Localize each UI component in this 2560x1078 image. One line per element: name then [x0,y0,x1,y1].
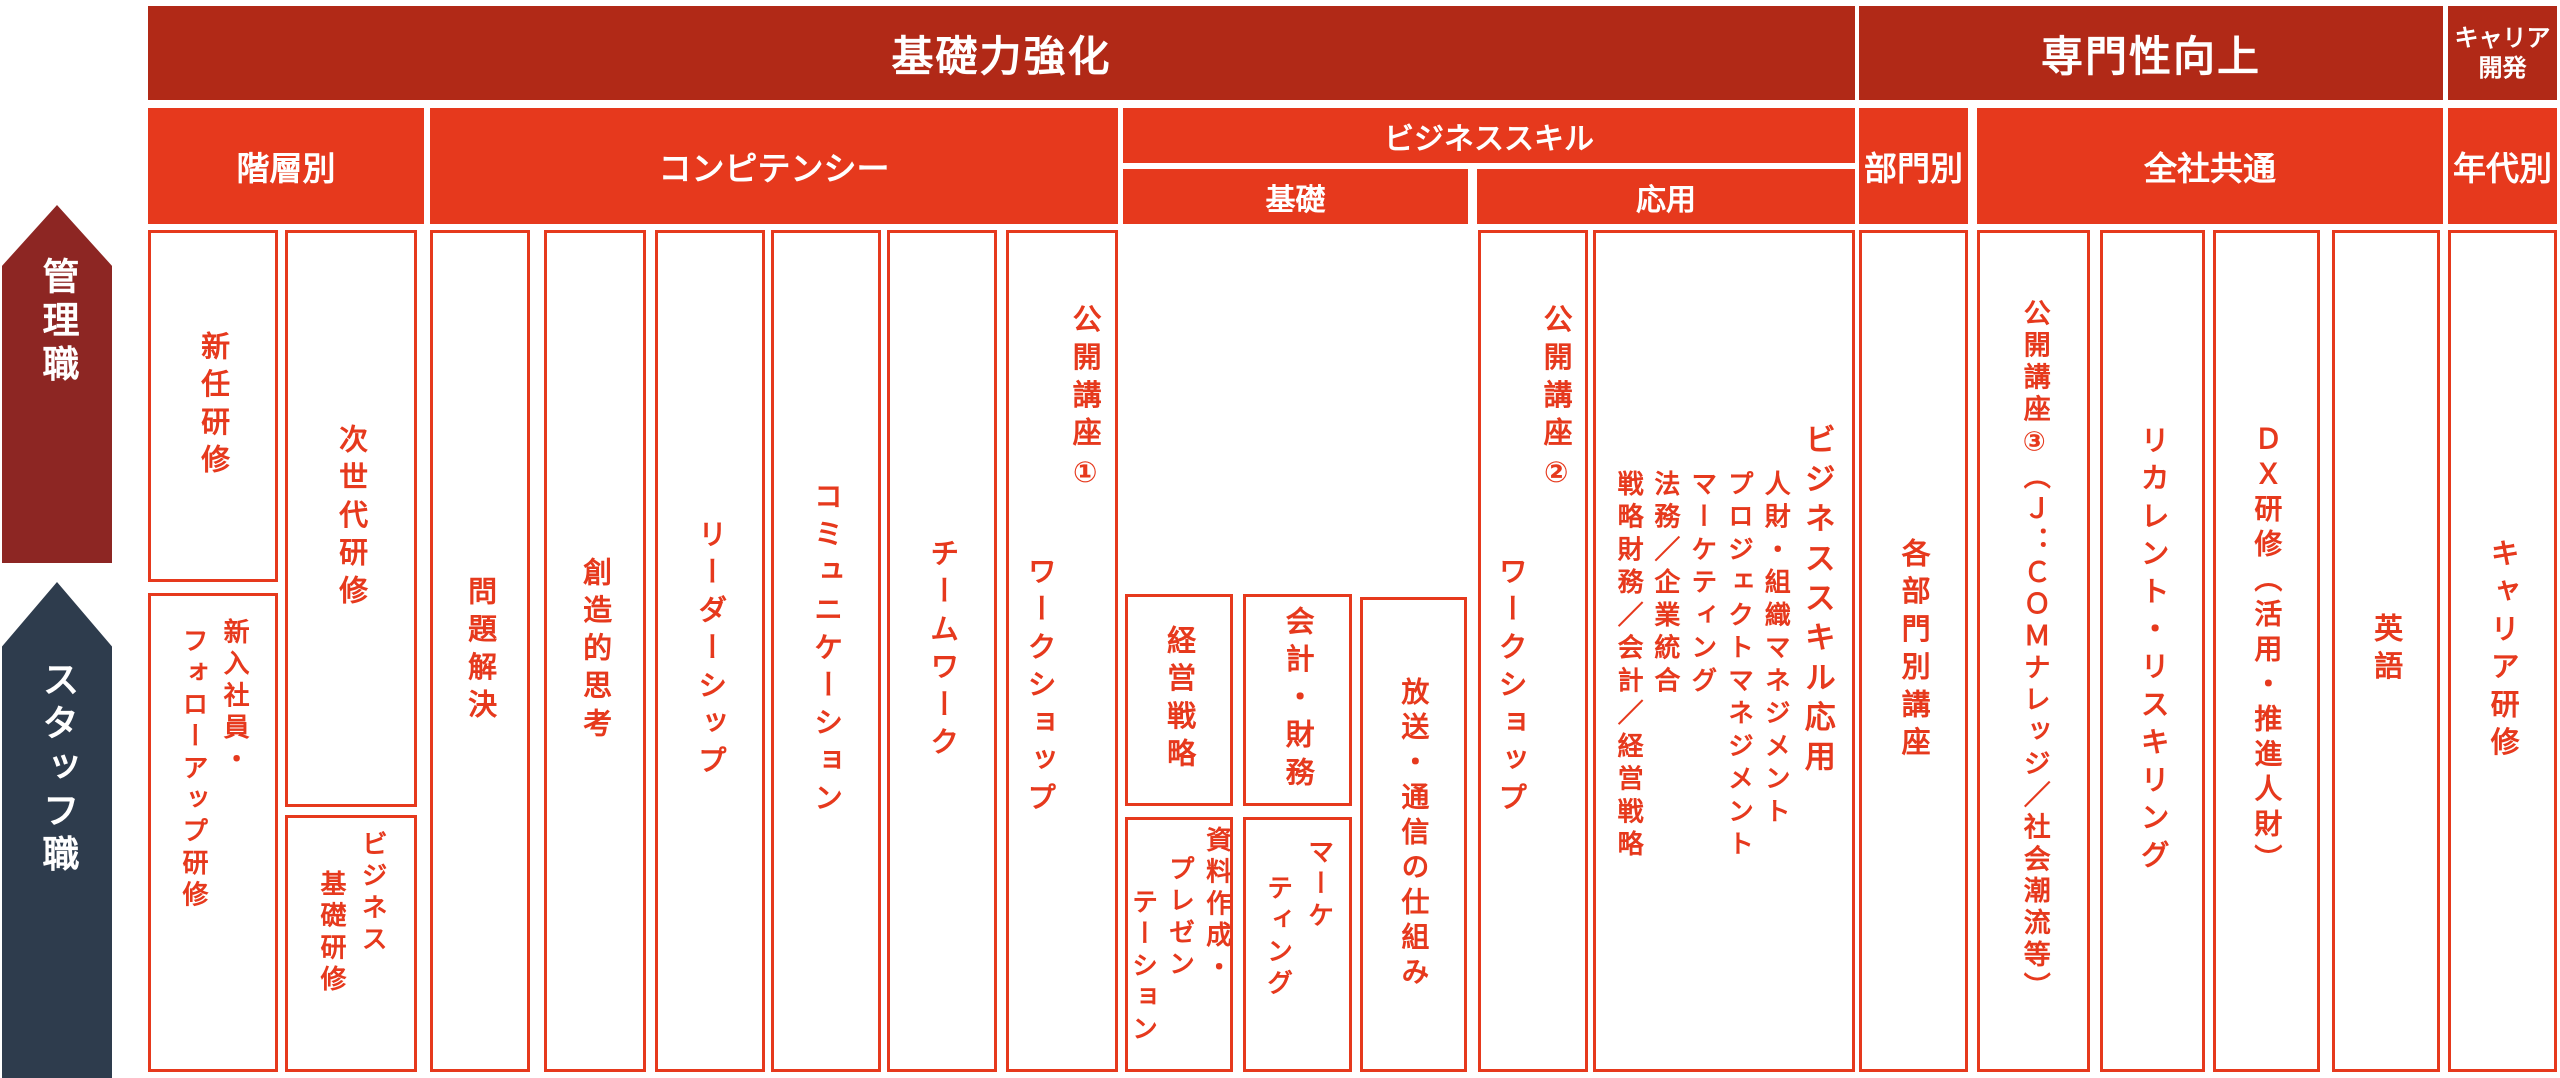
staff-arrow: スタッフ職 [2,582,112,1078]
management-strategy-label: 経営戦略 [1162,624,1197,776]
box-open-course-2-workshop: 公開講座② ワークショップ [1478,230,1588,1072]
applied-item-marketing: マーケティング [1686,470,1717,700]
materials-line2: プレゼン [1164,855,1195,982]
new-employee-lines: 新入社員・ フォローアップ研修 [151,596,275,1069]
header-skill-advanced: 応用 [1477,169,1855,224]
box-open-course-1-workshop: 公開講座① ワークショップ [1006,230,1118,1072]
box-management-strategy: 経営戦略 [1125,594,1233,806]
box-newly-appointed-label: 新任研修 [196,330,231,482]
marketing-line2: ティング [1262,874,1293,1001]
box-open-course-3: 公開講座③（Ｊ：ＣＯＭナレッジ／社会潮流等） [1977,230,2090,1072]
box-marketing-basic: マーケ ティング [1243,817,1352,1072]
materials-line1: 資料作成・ [1201,826,1232,985]
problem-solving-label: 問題解決 [463,575,498,727]
header-career-development: キャリア 開発 [2448,6,2557,100]
staff-arrow-label: スタッフ職 [35,660,79,879]
creative-thinking-label: 創造的思考 [578,556,613,746]
header-career-line2: 開発 [2478,54,2527,82]
header-specialty: 専門性向上 [1859,6,2443,100]
teamwork-label: チームワーク [925,537,960,765]
next-generation-label: 次世代研修 [334,424,369,613]
business-skill-applied-lines: ビジネススキル応用 人財・組織マネジメント プロジェクトマネジメント マーケティ… [1596,233,1852,1069]
recurrent-reskilling-label: リカレント・リスキリング [2136,424,2171,878]
open-course-3-label: 公開講座③（Ｊ：ＣＯＭナレッジ／社会潮流等） [2018,298,2050,1004]
broadcasting-mechanism-label: 放送・通信の仕組み [1397,677,1431,992]
manager-arrow-label: 管理職 [35,257,79,388]
header-by-level: 階層別 [148,108,424,224]
open-course-2-label: 公開講座② [1539,304,1574,498]
business-basic-line1: ビジネス [357,830,388,957]
header-by-department-label: 部門別 [1864,149,1963,188]
new-employee-line1: 新入社員・ [219,618,250,777]
box-business-basic-training: ビジネス 基礎研修 [285,815,417,1072]
header-career-line1: キャリア [2454,24,2551,52]
open-course-1-workshop-label: ワークショップ [1023,556,1057,820]
header-skill-basic: 基礎 [1123,169,1468,224]
box-department-courses: 各部門別講座 [1859,230,1968,1072]
box-accounting-finance: 会計・財務 [1243,594,1352,806]
header-business-skill: ビジネススキル [1123,108,1855,163]
header-skill-basic-label: 基礎 [1265,182,1326,218]
box-new-employee-followup-training: 新入社員・ フォローアップ研修 [148,593,278,1072]
box-materials-presentation: 資料作成・ プレゼン テーション [1125,817,1233,1072]
leadership-label: リーダーシップ [693,519,728,783]
header-foundation-label: 基礎力強化 [891,31,1112,81]
box-recurrent-reskilling: リカレント・リスキリング [2100,230,2205,1072]
box-teamwork: チームワーク [887,230,997,1072]
box-leadership: リーダーシップ [655,230,765,1072]
box-business-skill-applied: ビジネススキル応用 人財・組織マネジメント プロジェクトマネジメント マーケティ… [1593,230,1855,1072]
career-training-label: キャリア研修 [2486,537,2521,765]
header-by-age: 年代別 [2448,108,2557,224]
header-business-skill-label: ビジネススキル [1384,121,1594,157]
english-label: 英語 [2369,613,2404,689]
business-basic-line2: 基礎研修 [316,870,346,997]
materials-line3: テーション [1127,888,1158,1047]
open-course-2-lines: 公開講座② ワークショップ [1481,233,1585,1069]
box-english: 英語 [2332,230,2440,1072]
header-by-age-label: 年代別 [2453,149,2552,188]
box-creative-thinking: 創造的思考 [544,230,646,1072]
marketing-line1: マーケ [1303,838,1334,934]
new-employee-line2: フォローアップ研修 [178,627,208,913]
box-communication: コミュニケーション [771,230,881,1072]
box-dx-training: ＤＸ研修（活用・推進人財） [2213,230,2320,1072]
accounting-finance-label: 会計・財務 [1281,605,1316,795]
department-courses-label: 各部門別講座 [1897,537,1932,765]
box-career-training: キャリア研修 [2448,230,2557,1072]
open-course-2-workshop-label: ワークショップ [1494,556,1528,820]
header-by-level-label: 階層別 [236,149,336,188]
header-skill-advanced-label: 応用 [1636,182,1696,218]
applied-title: ビジネススキル応用 [1798,423,1835,781]
header-competency: コンピテンシー [430,108,1118,224]
applied-item-project: プロジェクトマネジメント [1723,470,1754,864]
business-basic-lines: ビジネス 基礎研修 [288,818,414,1069]
box-broadcasting-mechanism: 放送・通信の仕組み [1360,597,1467,1072]
open-course-1-label: 公開講座① [1068,304,1103,498]
header-company-wide: 全社共通 [1977,108,2443,224]
box-problem-solving: 問題解決 [430,230,530,1072]
header-specialty-label: 専門性向上 [2040,31,2261,81]
header-competency-label: コンピテンシー [658,149,890,188]
communication-label: コミュニケーション [809,481,844,821]
open-course-1-lines: 公開講座① ワークショップ [1009,233,1115,1069]
header-by-department: 部門別 [1859,108,1968,224]
applied-item-strategy-finance: 戦略財務／会計／経営戦略 [1613,470,1644,864]
dx-training-label: ＤＸ研修（活用・推進人財） [2250,423,2284,879]
marketing-basic-lines: マーケ ティング [1246,820,1349,1069]
box-newly-appointed-training: 新任研修 [148,230,278,582]
manager-arrow: 管理職 [2,205,112,563]
applied-item-legal: 法務／企業統合 [1649,470,1680,700]
box-next-generation-training: 次世代研修 [285,230,417,807]
materials-presentation-lines: 資料作成・ プレゼン テーション [1127,820,1231,1069]
header-foundation: 基礎力強化 [148,6,1855,100]
applied-item-hr-org: 人財・組織マネジメント [1760,470,1791,831]
header-company-wide-label: 全社共通 [2144,149,2276,188]
